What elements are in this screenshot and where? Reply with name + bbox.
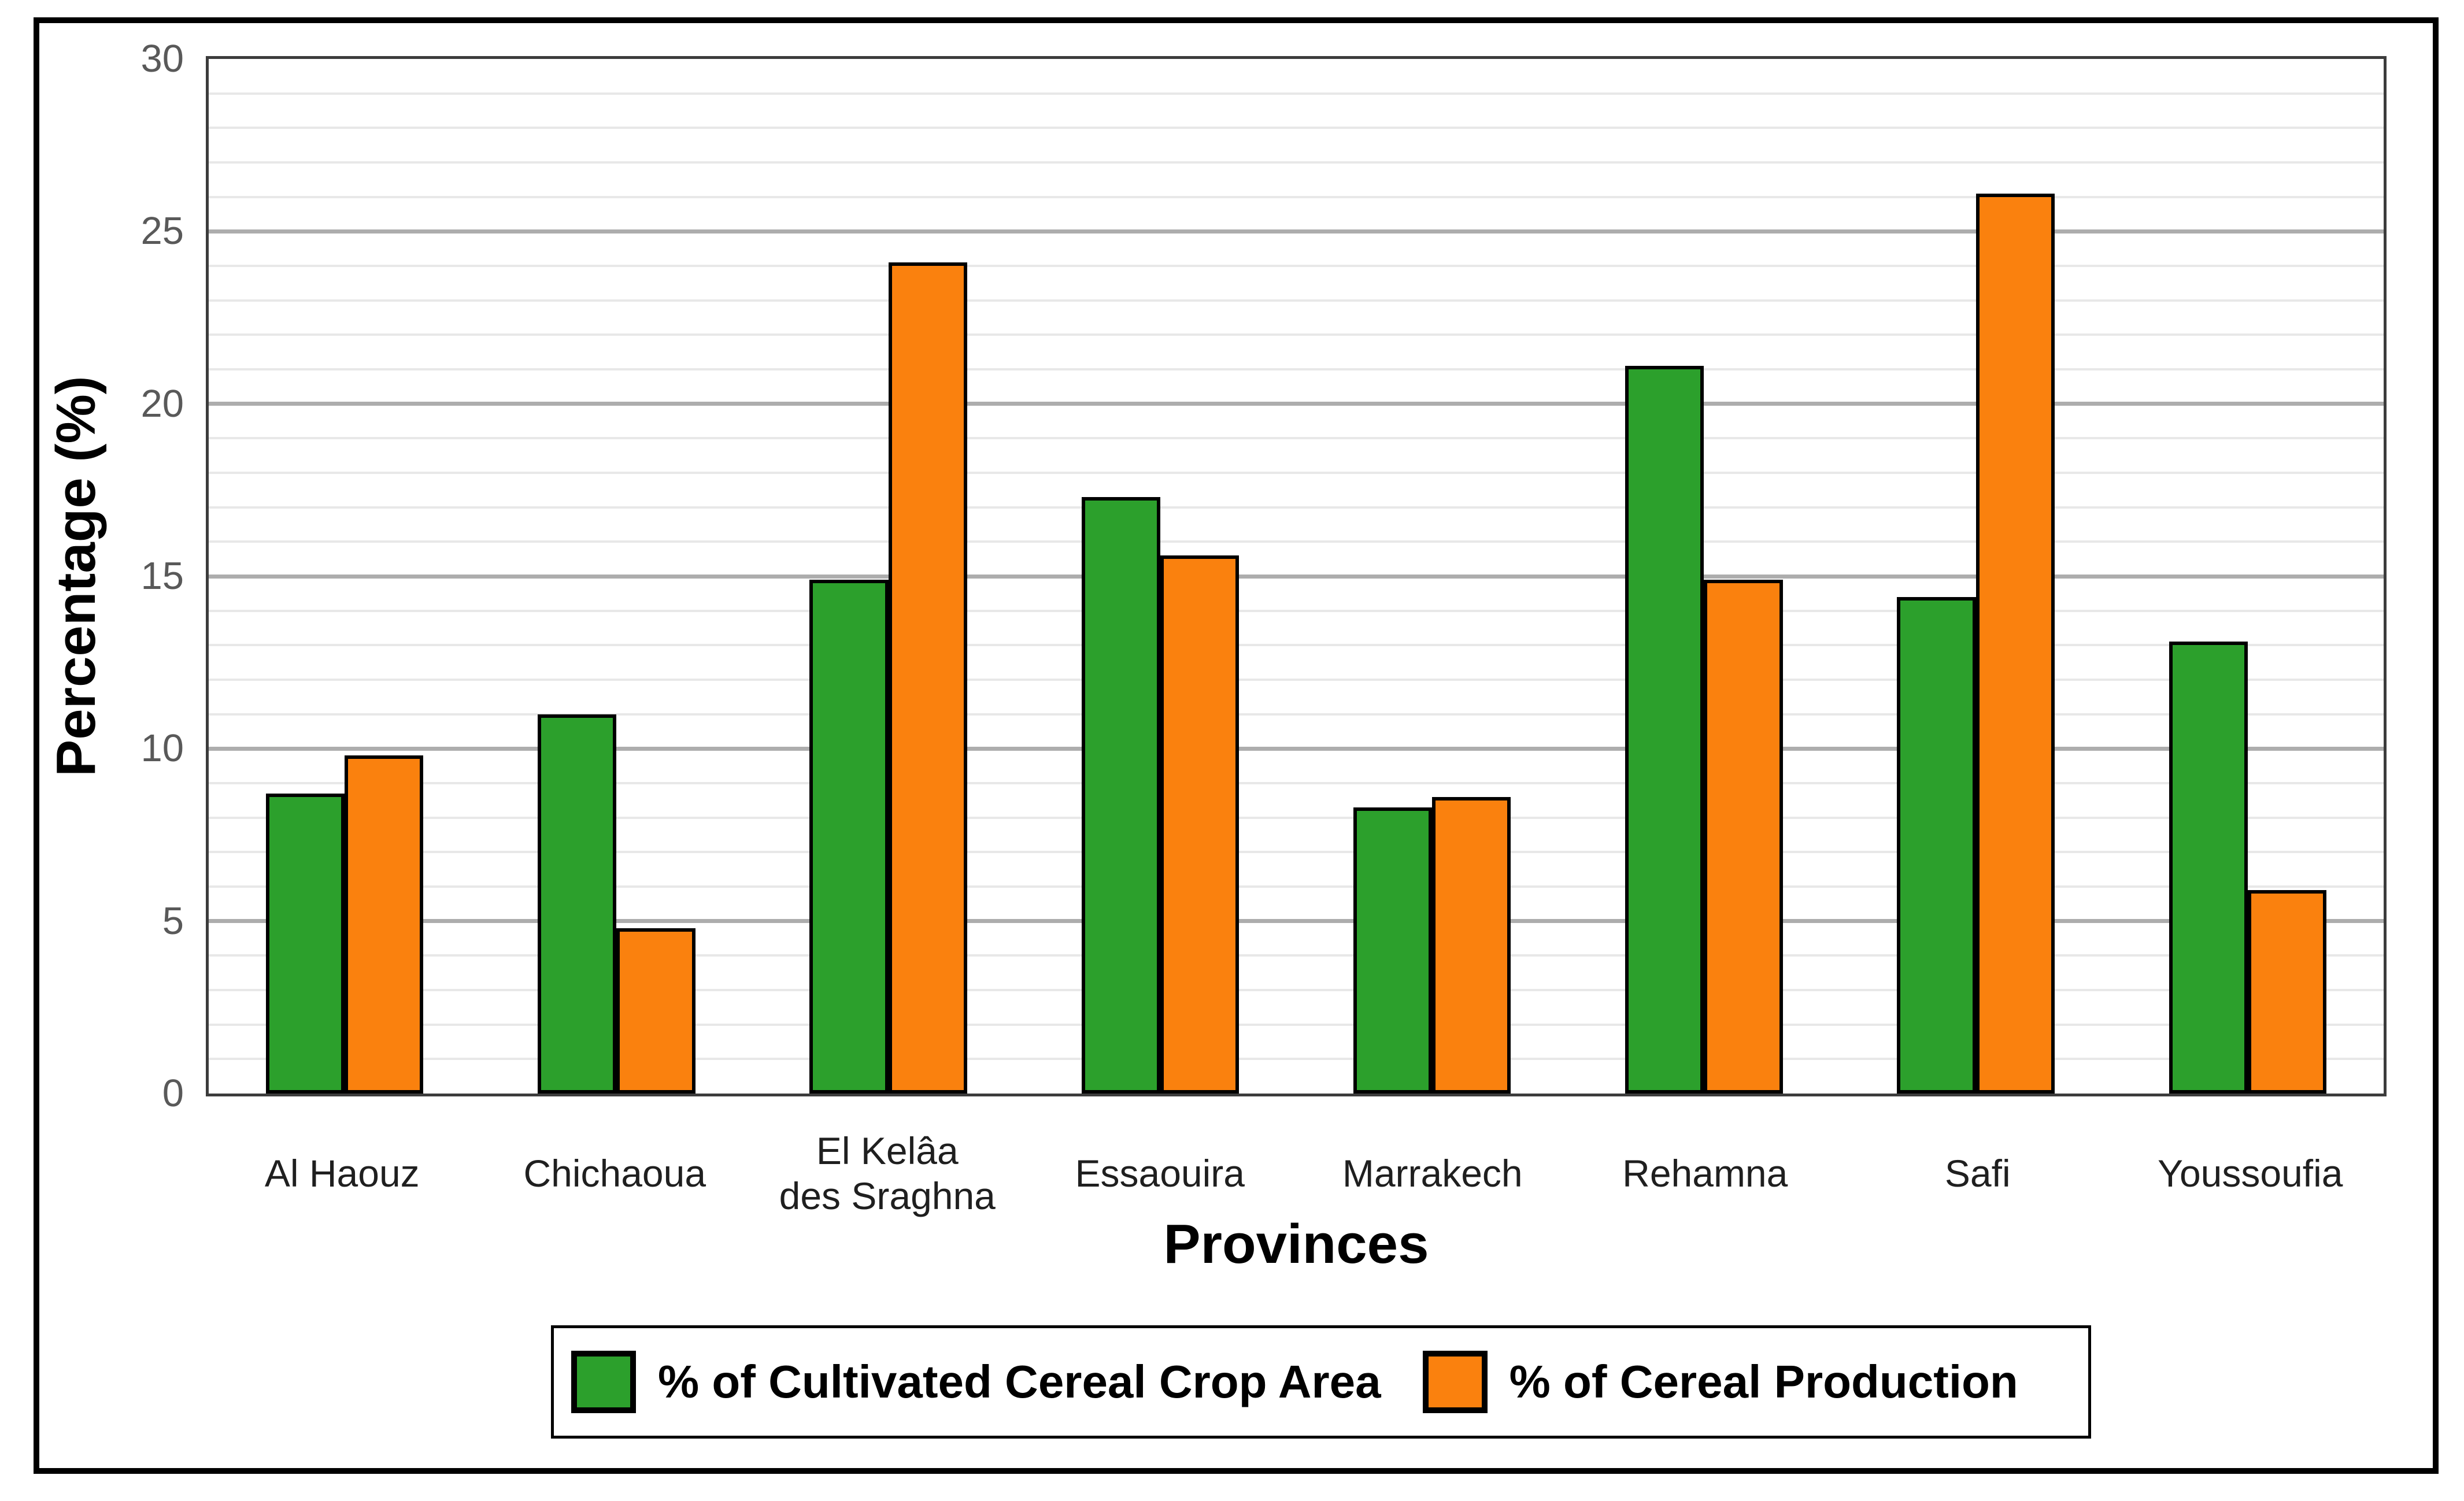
bar-production-1 <box>616 928 695 1094</box>
minor-gridline-8 <box>209 816 2384 819</box>
bar-production-6 <box>1975 193 2055 1094</box>
bar-area-4 <box>1353 807 1433 1094</box>
bar-group-6 <box>1840 59 2112 1094</box>
minor-gridline-21 <box>209 368 2384 370</box>
major-gridline-15 <box>209 574 2384 579</box>
minor-gridline-6 <box>209 885 2384 888</box>
bar-production-0 <box>345 755 424 1094</box>
bar-group-2 <box>753 59 1024 1094</box>
bar-group-3 <box>1024 59 1296 1094</box>
x-axis-tick-labels: Al Haouz Chichaoua El Kelâa des Sraghna Ess… <box>206 1124 2387 1222</box>
minor-gridline-19 <box>209 437 2384 440</box>
minor-gridline-13 <box>209 644 2384 647</box>
bar-production-4 <box>1432 796 1511 1094</box>
minor-gridline-23 <box>209 299 2384 302</box>
legend-item-production: % of Cereal Production <box>1422 1351 2018 1413</box>
bar-area-3 <box>1081 496 1160 1094</box>
minor-gridline-27 <box>209 161 2384 164</box>
bar-production-5 <box>1704 579 1783 1094</box>
y-tick-label-30: 30 <box>140 37 184 80</box>
minor-gridline-1 <box>209 1058 2384 1061</box>
y-axis-title: Percentage (%) <box>45 376 107 777</box>
minor-gridline-3 <box>209 989 2384 991</box>
legend-label-production: % of Cereal Production <box>1509 1356 2018 1407</box>
minor-gridline-14 <box>209 609 2384 612</box>
x-tick-label-6: Safi <box>1944 1152 2011 1195</box>
minor-gridline-18 <box>209 472 2384 474</box>
minor-gridline-4 <box>209 954 2384 957</box>
minor-gridline-26 <box>209 195 2384 198</box>
minor-gridline-24 <box>209 265 2384 267</box>
x-tick-label-3: Essaouira <box>1075 1152 1245 1195</box>
x-tick-label-5: Rehamna <box>1622 1152 1788 1195</box>
minor-gridline-22 <box>209 333 2384 336</box>
bar-area-6 <box>1897 596 1976 1094</box>
bar-group-5 <box>1568 59 1840 1094</box>
gridlines <box>209 59 2384 1094</box>
y-tick-label-25: 25 <box>140 209 184 253</box>
major-gridline-20 <box>209 402 2384 406</box>
legend-swatch-orange <box>1422 1351 1488 1413</box>
bar-group-1 <box>480 59 752 1094</box>
bar-area-7 <box>2169 642 2248 1094</box>
minor-gridline-2 <box>209 1023 2384 1026</box>
minor-gridline-29 <box>209 92 2384 95</box>
bar-group-4 <box>1296 59 1568 1094</box>
bar-area-2 <box>809 579 889 1094</box>
legend-swatch-green <box>571 1351 636 1413</box>
legend: % of Cultivated Cereal Crop Area % of Cer… <box>551 1325 2091 1439</box>
bar-group-0 <box>209 59 480 1094</box>
major-gridline-10 <box>209 746 2384 751</box>
x-tick-label-1: Chichaoua <box>523 1152 706 1195</box>
y-tick-label-0: 0 <box>162 1072 184 1115</box>
y-tick-label-5: 5 <box>162 899 184 943</box>
y-tick-label-10: 10 <box>140 727 184 770</box>
minor-gridline-9 <box>209 782 2384 784</box>
bar-series-container <box>209 59 2384 1094</box>
y-tick-label-15: 15 <box>140 554 184 598</box>
x-tick-label-4: Marrakech <box>1342 1152 1523 1195</box>
bar-production-7 <box>2247 890 2327 1094</box>
legend-item-area: % of Cultivated Cereal Crop Area <box>571 1351 1381 1413</box>
x-axis-title: Provinces <box>1163 1213 1429 1275</box>
minor-gridline-7 <box>209 851 2384 854</box>
bar-group-7 <box>2112 59 2384 1094</box>
y-tick-label-20: 20 <box>140 381 184 425</box>
bar-area-5 <box>1625 366 1704 1094</box>
bar-production-2 <box>888 262 967 1094</box>
x-tick-label-0: Al Haouz <box>264 1152 420 1195</box>
bar-area-1 <box>538 714 617 1094</box>
minor-gridline-11 <box>209 713 2384 716</box>
legend-label-area: % of Cultivated Cereal Crop Area <box>658 1356 1381 1407</box>
bar-area-0 <box>265 793 345 1094</box>
minor-gridline-12 <box>209 679 2384 681</box>
plot-area <box>206 56 2387 1096</box>
minor-gridline-17 <box>209 506 2384 509</box>
major-gridline-5 <box>209 919 2384 924</box>
minor-gridline-28 <box>209 127 2384 129</box>
major-gridline-25 <box>209 229 2384 234</box>
bar-production-3 <box>1160 555 1240 1094</box>
x-tick-label-7: Youssoufia <box>2158 1152 2343 1195</box>
x-tick-label-2: El Kelâa des Sraghna <box>779 1129 996 1217</box>
minor-gridline-16 <box>209 540 2384 543</box>
